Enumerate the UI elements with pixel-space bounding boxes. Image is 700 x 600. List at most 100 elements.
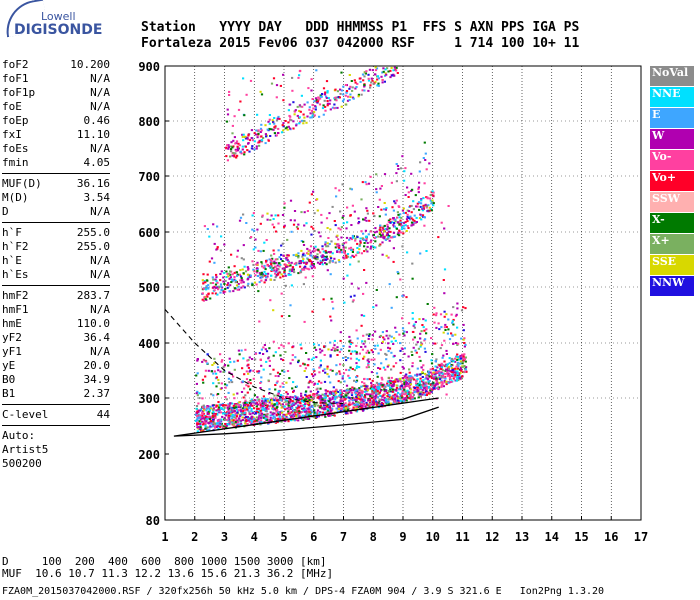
echo-point bbox=[202, 282, 205, 285]
echo-point bbox=[438, 381, 441, 384]
echo-point bbox=[366, 209, 369, 212]
echo-point bbox=[323, 414, 326, 417]
echo-point bbox=[348, 399, 351, 402]
echo-point bbox=[219, 249, 222, 252]
param-value: 20.0 bbox=[83, 359, 111, 372]
echo-point bbox=[321, 93, 324, 95]
echo-point bbox=[242, 213, 245, 216]
echo-point bbox=[333, 344, 336, 347]
echo-point bbox=[430, 208, 433, 211]
echo-point bbox=[237, 424, 240, 427]
echo-point bbox=[231, 421, 234, 424]
echo-point bbox=[295, 124, 298, 127]
echo-point bbox=[333, 257, 336, 260]
echo-point bbox=[208, 409, 212, 412]
echo-point bbox=[400, 216, 403, 219]
echo-point bbox=[435, 312, 438, 315]
echo-point bbox=[371, 79, 374, 82]
echo-point bbox=[330, 413, 333, 416]
echo-point bbox=[380, 234, 383, 237]
echo-point bbox=[272, 340, 275, 343]
echo-point bbox=[298, 122, 301, 125]
echo-point bbox=[389, 69, 392, 72]
echo-point bbox=[229, 410, 232, 413]
echo-point bbox=[279, 418, 282, 421]
header-values: Fortaleza 2015 Fev06 037 042000 RSF 1 71… bbox=[141, 36, 580, 51]
echo-point bbox=[388, 394, 391, 397]
echo-point bbox=[329, 409, 332, 412]
echo-point bbox=[377, 235, 380, 238]
echo-point bbox=[269, 219, 272, 221]
echo-point bbox=[436, 387, 440, 390]
echo-point bbox=[367, 79, 371, 82]
echo-point bbox=[260, 261, 263, 264]
echo-point bbox=[398, 216, 401, 219]
echo-point bbox=[405, 373, 408, 376]
echo-point bbox=[260, 276, 263, 279]
echo-point bbox=[396, 271, 399, 273]
echo-point bbox=[226, 283, 229, 286]
echo-point bbox=[310, 381, 314, 384]
echo-point bbox=[291, 268, 294, 271]
echo-point bbox=[306, 364, 309, 367]
echo-point bbox=[396, 399, 399, 402]
echo-point bbox=[420, 341, 423, 344]
echo-point bbox=[311, 394, 314, 397]
echo-point bbox=[301, 253, 305, 256]
echo-point bbox=[449, 370, 452, 373]
echo-point bbox=[282, 417, 285, 420]
echo-point bbox=[399, 219, 402, 222]
echo-point bbox=[451, 367, 454, 370]
echo-point bbox=[206, 407, 209, 410]
echo-point bbox=[376, 375, 379, 378]
echo-point bbox=[376, 84, 379, 87]
echo-point bbox=[421, 393, 424, 396]
echo-point bbox=[420, 344, 423, 347]
echo-point bbox=[370, 77, 373, 80]
echo-point bbox=[198, 392, 201, 395]
echo-point bbox=[291, 411, 294, 414]
echo-point bbox=[198, 397, 201, 400]
echo-point bbox=[326, 227, 329, 229]
echo-point bbox=[301, 404, 304, 407]
echo-point bbox=[331, 106, 334, 109]
echo-point bbox=[303, 370, 306, 372]
echo-point bbox=[334, 348, 337, 351]
echo-point bbox=[293, 271, 296, 274]
echo-point bbox=[233, 360, 236, 363]
echo-point bbox=[342, 256, 345, 259]
echo-point bbox=[207, 292, 210, 295]
echo-point bbox=[298, 260, 301, 263]
echo-point bbox=[415, 379, 418, 382]
echo-point bbox=[269, 414, 272, 417]
echo-point bbox=[440, 384, 443, 387]
echo-point bbox=[346, 206, 349, 209]
echo-point bbox=[384, 227, 387, 230]
echo-point bbox=[439, 313, 443, 316]
echo-point bbox=[423, 387, 426, 390]
echo-point bbox=[242, 258, 245, 261]
echo-point bbox=[270, 263, 273, 265]
x-tick-label: 16 bbox=[604, 530, 618, 544]
echo-point bbox=[339, 389, 342, 392]
echo-point bbox=[265, 410, 268, 412]
x-tick-label: 8 bbox=[370, 530, 377, 544]
echo-point bbox=[245, 378, 249, 381]
echo-point bbox=[295, 253, 298, 256]
echo-point bbox=[393, 380, 396, 383]
echo-point bbox=[306, 267, 309, 270]
echo-point bbox=[314, 255, 317, 258]
echo-point bbox=[280, 399, 283, 402]
echo-point bbox=[252, 377, 255, 380]
echo-point bbox=[375, 304, 378, 307]
echo-point bbox=[364, 216, 367, 219]
echo-point bbox=[208, 418, 212, 421]
echo-point bbox=[406, 225, 409, 227]
echo-point bbox=[431, 367, 434, 370]
echo-point bbox=[233, 368, 236, 371]
echo-point bbox=[356, 247, 359, 249]
echo-point bbox=[345, 236, 349, 239]
echo-point bbox=[390, 306, 393, 309]
echo-point bbox=[427, 386, 430, 389]
echo-point bbox=[268, 258, 271, 261]
